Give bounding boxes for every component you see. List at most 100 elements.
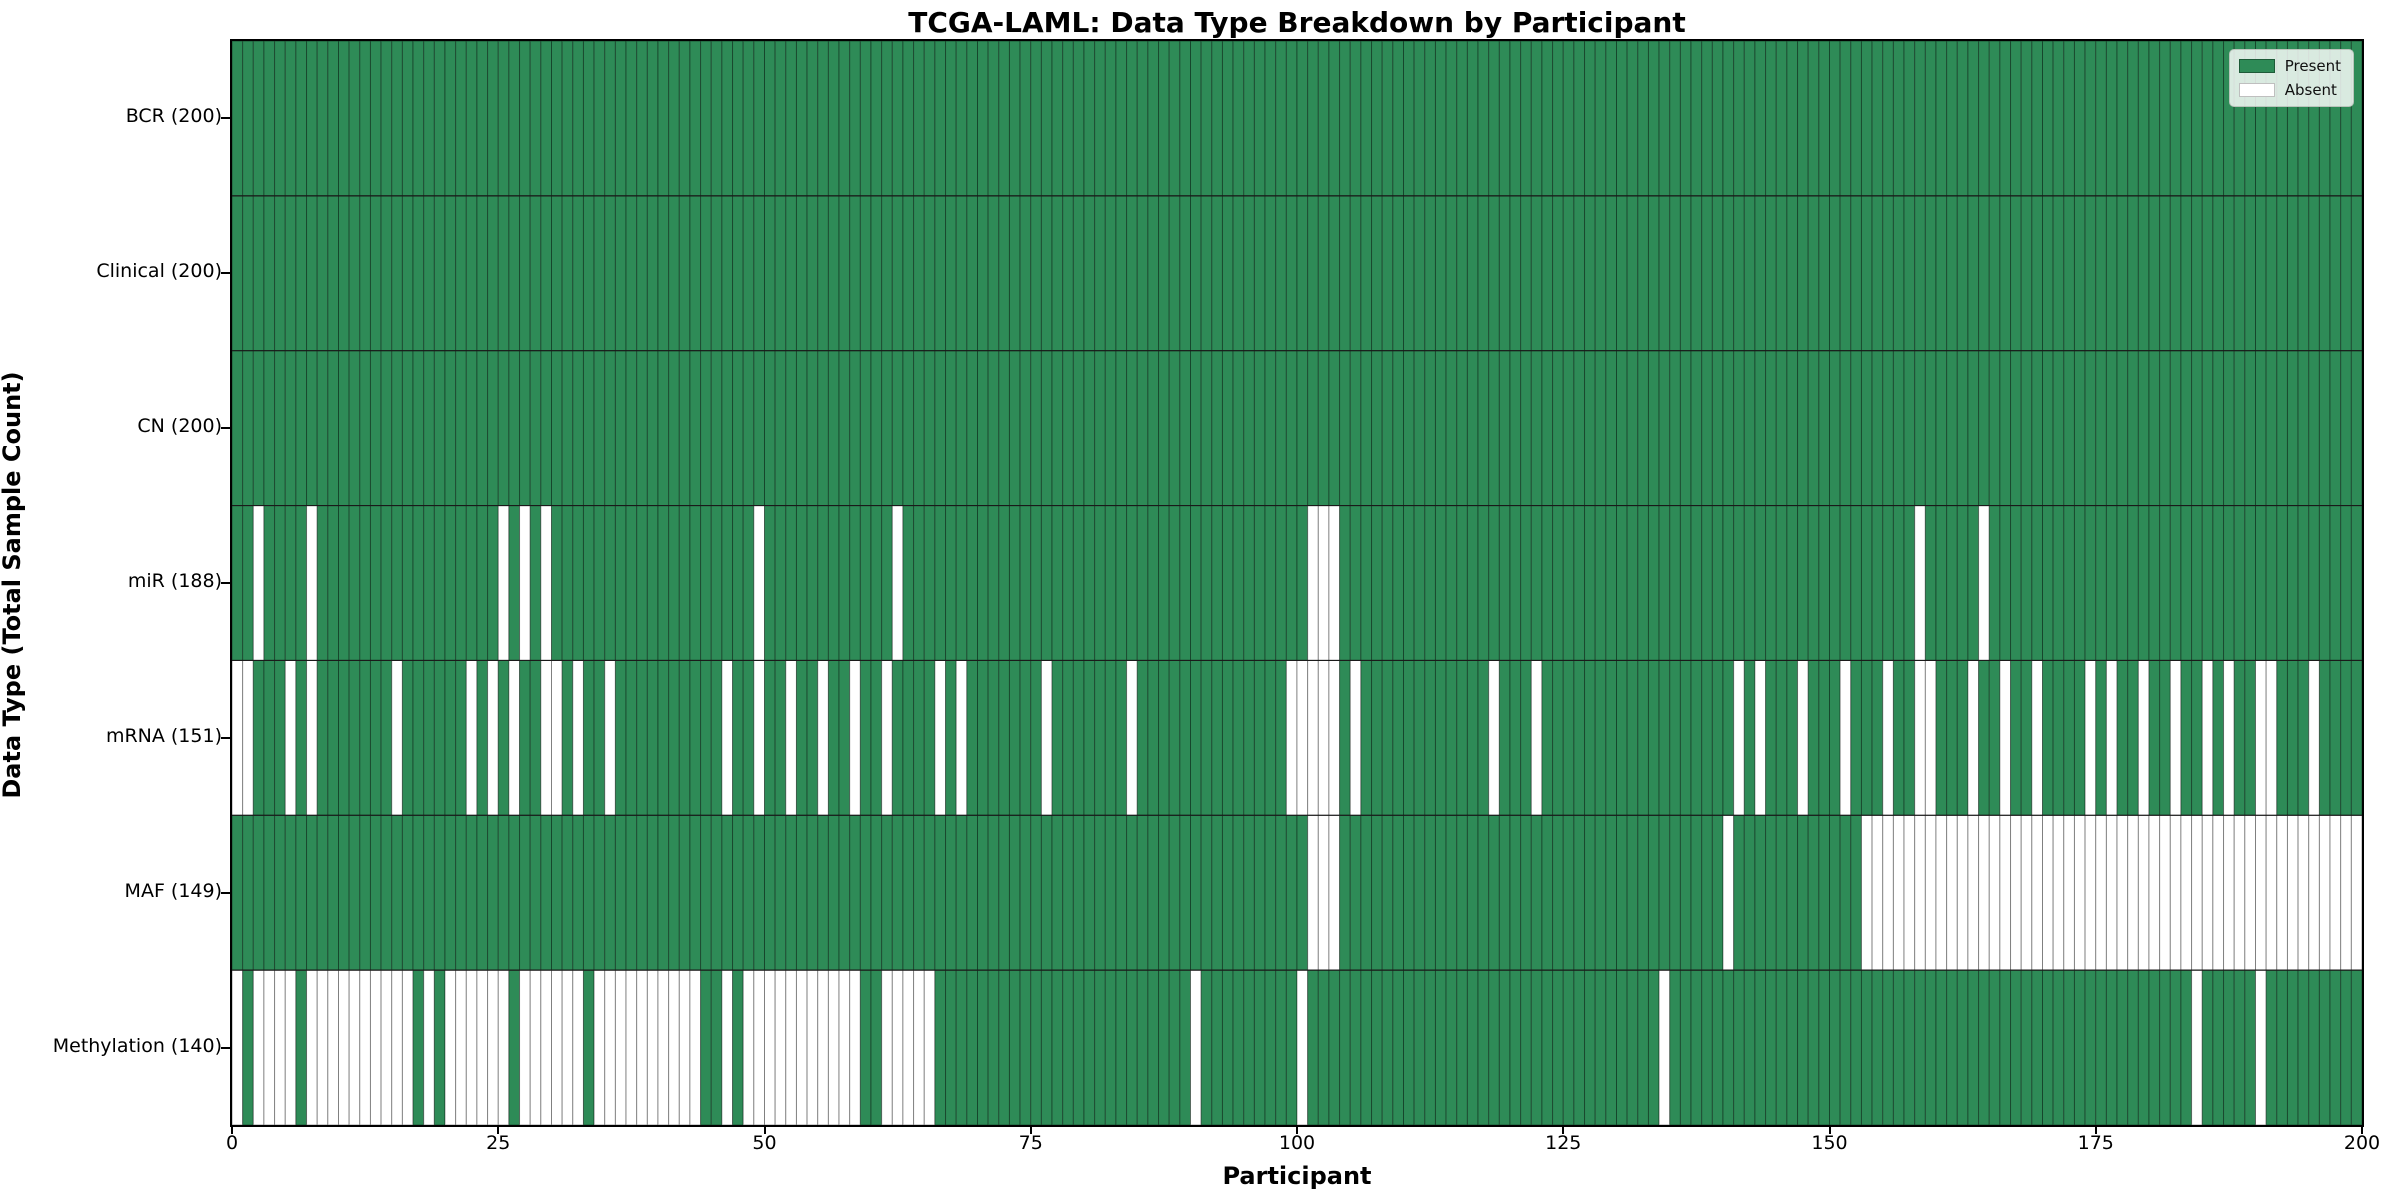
- x-axis-title: Participant: [1222, 1162, 1372, 1190]
- cell: [1179, 969, 1191, 1125]
- cell: [774, 969, 787, 1125]
- legend: Present Absent: [2228, 49, 2354, 107]
- cell: [1818, 969, 1830, 1125]
- cell: [1967, 350, 1980, 507]
- x-tick-mark: [1029, 1125, 1032, 1134]
- cell: [913, 41, 925, 197]
- cell: [1850, 195, 1862, 352]
- cell: [1115, 505, 1128, 661]
- cell: [1818, 505, 1830, 661]
- cell: [1072, 195, 1085, 352]
- cell: [1179, 195, 1191, 352]
- cell: [1871, 659, 1884, 816]
- cell: [572, 659, 584, 816]
- cell: [1978, 41, 1990, 197]
- cell: [2020, 41, 2033, 197]
- cell: [519, 969, 531, 1125]
- cell: [359, 814, 371, 971]
- x-tick-label-100: 100: [1278, 1132, 1316, 1154]
- cell: [1403, 814, 1415, 971]
- cell: [1275, 969, 1287, 1125]
- cell: [1211, 814, 1223, 971]
- cell: [721, 350, 734, 507]
- cell: [2031, 505, 2043, 661]
- cell: [1584, 505, 1596, 661]
- cell: [348, 195, 361, 352]
- cell: [1200, 505, 1213, 661]
- cell: [2073, 505, 2086, 661]
- cell: [1466, 814, 1479, 971]
- cell: [465, 505, 478, 661]
- cell: [1711, 41, 1724, 197]
- cell: [923, 41, 936, 197]
- cell: [327, 41, 339, 197]
- cell: [2031, 814, 2043, 971]
- cell: [1690, 969, 1703, 1125]
- cell: [1477, 350, 1490, 507]
- cell: [2233, 350, 2246, 507]
- cell: [1658, 505, 1671, 661]
- cell: [242, 41, 254, 197]
- cell: [827, 969, 840, 1125]
- cell: [380, 659, 393, 816]
- cell: [338, 969, 350, 1125]
- cell: [2244, 350, 2256, 507]
- cell: [316, 505, 329, 661]
- cell: [1669, 41, 1681, 197]
- cell: [795, 350, 808, 507]
- cell: [327, 195, 339, 352]
- cell: [838, 41, 851, 197]
- cell: [1786, 814, 1799, 971]
- cell: [1626, 41, 1639, 197]
- cell: [2073, 969, 2086, 1125]
- cell: [1253, 505, 1266, 661]
- cell: [1860, 814, 1873, 971]
- cell: [1413, 350, 1426, 507]
- cell: [923, 350, 936, 507]
- cell: [2201, 969, 2214, 1125]
- cell: [1115, 659, 1128, 816]
- cell: [2223, 814, 2235, 971]
- cell: [295, 814, 308, 971]
- cell: [1019, 814, 1032, 971]
- cell: [1850, 350, 1862, 507]
- cell: [455, 505, 467, 661]
- x-tick-mark: [497, 1125, 500, 1134]
- cell: [2063, 350, 2075, 507]
- cell: [934, 350, 947, 507]
- cell: [1008, 41, 1021, 197]
- cell: [849, 969, 861, 1125]
- cell: [1584, 814, 1596, 971]
- cell: [657, 659, 670, 816]
- cell: [2052, 195, 2065, 352]
- cell: [274, 350, 286, 507]
- cell: [593, 41, 606, 197]
- cell: [1030, 814, 1042, 971]
- cell: [721, 969, 734, 1125]
- cell: [604, 814, 616, 971]
- cell: [966, 41, 978, 197]
- cell: [582, 969, 595, 1125]
- cell: [2020, 659, 2033, 816]
- cell: [1158, 350, 1170, 507]
- cell: [1616, 969, 1628, 1125]
- cell: [1509, 659, 1522, 816]
- cell: [1616, 659, 1628, 816]
- cell: [2095, 659, 2107, 816]
- cell: [274, 505, 286, 661]
- cell: [838, 814, 851, 971]
- x-tick-label-175: 175: [2077, 1132, 2114, 1154]
- cell: [1679, 41, 1692, 197]
- cell: [1999, 195, 2012, 352]
- cell: [1733, 814, 1745, 971]
- cell: [1328, 659, 1341, 816]
- cell: [232, 195, 244, 352]
- cell: [817, 969, 829, 1125]
- cell: [2063, 814, 2075, 971]
- cell: [721, 505, 734, 661]
- cell: [753, 505, 765, 661]
- cell: [1264, 350, 1277, 507]
- cell: [423, 41, 435, 197]
- cell: [1349, 969, 1362, 1125]
- cell: [1211, 350, 1223, 507]
